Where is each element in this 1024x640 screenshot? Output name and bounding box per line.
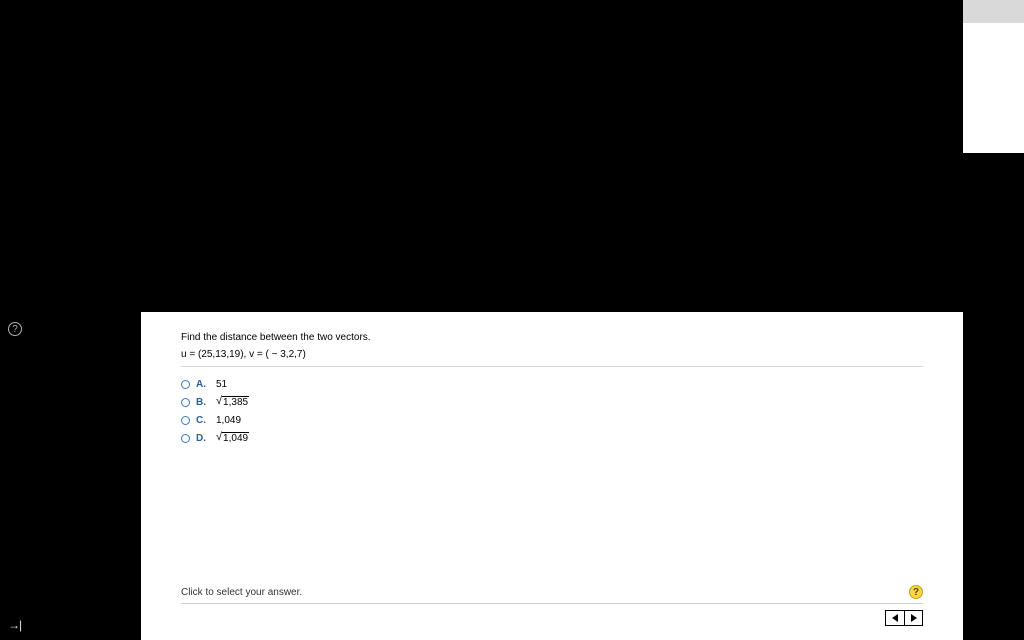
choice-letter: C. xyxy=(196,415,210,426)
sqrt-value: 1,049 xyxy=(222,432,249,444)
left-pad-region xyxy=(28,312,141,640)
radio-icon[interactable] xyxy=(181,398,190,407)
choice-text: √ 1,049 xyxy=(216,432,249,444)
help-icon[interactable]: ? xyxy=(8,322,22,336)
choice-letter: B. xyxy=(196,397,210,408)
left-rail xyxy=(0,312,28,640)
choice-letter: D. xyxy=(196,433,210,444)
right-white-strip xyxy=(963,23,1024,153)
radio-icon[interactable] xyxy=(181,416,190,425)
nav-buttons xyxy=(885,610,923,626)
radio-icon[interactable] xyxy=(181,434,190,443)
answer-choices: A. 51 B. √ 1,385 C. 1,049 D. √ xyxy=(181,375,923,447)
right-black-region xyxy=(963,153,1024,640)
sqrt-value: 1,385 xyxy=(222,396,249,408)
prev-button[interactable] xyxy=(886,611,904,625)
question-panel: Find the distance between the two vector… xyxy=(141,312,963,640)
footer-hint: Click to select your answer. xyxy=(181,587,302,598)
nav-block xyxy=(181,610,923,626)
question-area: Find the distance between the two vector… xyxy=(141,312,963,447)
choice-c[interactable]: C. 1,049 xyxy=(181,411,923,429)
chevron-right-icon xyxy=(911,614,917,622)
question-vectors: u = (25,13,19), v = ( − 3,2,7) xyxy=(181,349,923,360)
chevron-left-icon xyxy=(892,614,898,622)
top-right-tab xyxy=(963,0,1024,23)
choice-d[interactable]: D. √ 1,049 xyxy=(181,429,923,447)
choice-text: 1,049 xyxy=(216,415,241,426)
skip-to-end-icon[interactable]: →| xyxy=(8,618,21,632)
divider xyxy=(181,366,923,367)
choice-b[interactable]: B. √ 1,385 xyxy=(181,393,923,411)
choice-text: 51 xyxy=(216,379,227,390)
choice-a[interactable]: A. 51 xyxy=(181,375,923,393)
help-small-icon[interactable]: ? xyxy=(909,585,923,599)
choice-text: √ 1,385 xyxy=(216,396,249,408)
footer-divider xyxy=(181,603,923,604)
question-prompt: Find the distance between the two vector… xyxy=(181,332,923,343)
footer: Click to select your answer. ? xyxy=(181,585,923,626)
footer-top: Click to select your answer. ? xyxy=(181,585,923,603)
choice-letter: A. xyxy=(196,379,210,390)
next-button[interactable] xyxy=(904,611,922,625)
radio-icon[interactable] xyxy=(181,380,190,389)
header-black-region xyxy=(0,0,963,312)
